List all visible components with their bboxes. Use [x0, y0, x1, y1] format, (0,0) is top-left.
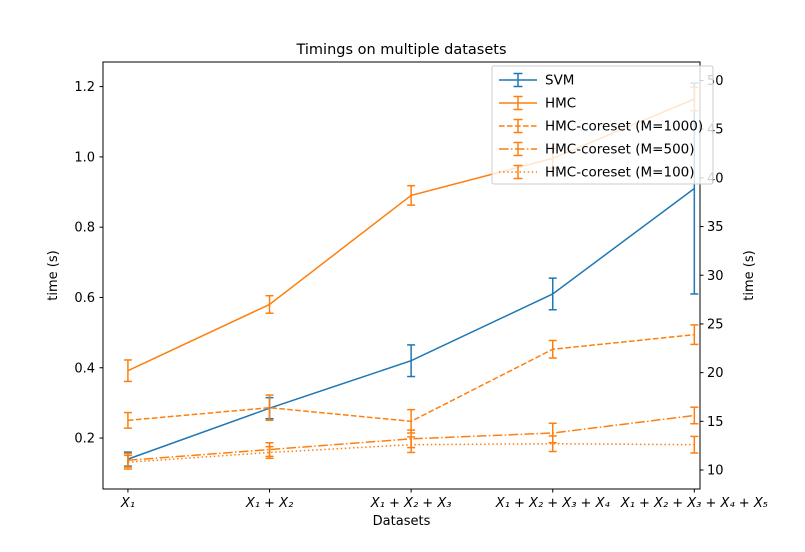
x-tick-label: X₁ + X₂ + X₃ + X₄ + X₅: [620, 496, 768, 511]
error-bar: [123, 454, 132, 470]
x-tick-label: X₁ + X₂ + X₃: [370, 496, 452, 511]
left-tick-label: 1.2: [74, 80, 95, 95]
error-bar: [690, 324, 699, 346]
error-bar: [265, 394, 274, 422]
legend-entry-label: HMC-coreset (M=1000): [545, 119, 703, 135]
left-tick-label: 0.6: [74, 291, 95, 306]
legend-entry-label: SVM: [545, 73, 574, 89]
legend-box: [491, 65, 714, 185]
right-tick-label: 25: [707, 317, 724, 332]
error-bar: [123, 359, 132, 383]
x-tick-label: X₁: [120, 496, 135, 511]
error-bar: [265, 445, 274, 460]
error-bar: [548, 435, 557, 453]
right-tick-label: 30: [707, 269, 724, 284]
right-tick-label: 15: [707, 415, 724, 430]
error-bar: [690, 406, 699, 425]
left-tick-label: 0.2: [74, 432, 95, 447]
series-hmc-coreset-m-100-: [123, 435, 699, 470]
error-bar: [548, 339, 557, 359]
right-tick-label: 20: [707, 366, 724, 381]
left-tick-label: 1.0: [74, 150, 95, 165]
legend-entry-label: HMC-coreset (M=100): [545, 165, 695, 181]
series-hmc-coreset-m-1000-: [123, 324, 699, 434]
error-bar: [690, 435, 699, 454]
legend-key-hmc-coreset-m-100-: [499, 164, 537, 180]
error-bar: [407, 436, 416, 454]
left-axis-label: time (s): [46, 250, 61, 300]
error-bar: [407, 344, 416, 378]
right-axis-label: time (s): [742, 250, 757, 300]
error-bar: [123, 411, 132, 429]
left-tick-label: 0.8: [74, 221, 95, 236]
right-tick-label: 35: [707, 220, 724, 235]
left-tick-label: 0.4: [74, 361, 95, 376]
error-bar: [407, 184, 416, 206]
series-svm: [123, 82, 699, 467]
legend-entry-label: HMC: [545, 96, 576, 112]
legend-key-hmc-coreset-m-500-: [499, 141, 537, 157]
legend-key-svm: [499, 72, 537, 88]
right-tick-label: 10: [707, 464, 724, 479]
x-axis-label: Datasets: [373, 514, 431, 529]
legend-entry-label: HMC-coreset (M=500): [545, 142, 695, 158]
error-bar: [548, 277, 557, 311]
x-tick-label: X₁ + X₂ + X₃ + X₄: [495, 496, 611, 511]
x-tick-label: X₁ + X₂: [245, 496, 293, 511]
chart-title: Timings on multiple datasets: [295, 42, 506, 58]
legend-key-hmc: [499, 95, 537, 111]
series-line: [127, 414, 695, 462]
legend-key-hmc-coreset-m-1000-: [499, 118, 537, 134]
legend: SVM HMC HMC-coreset (M=1000) HMC-coreset (M…: [491, 65, 714, 185]
error-bar: [265, 294, 274, 314]
